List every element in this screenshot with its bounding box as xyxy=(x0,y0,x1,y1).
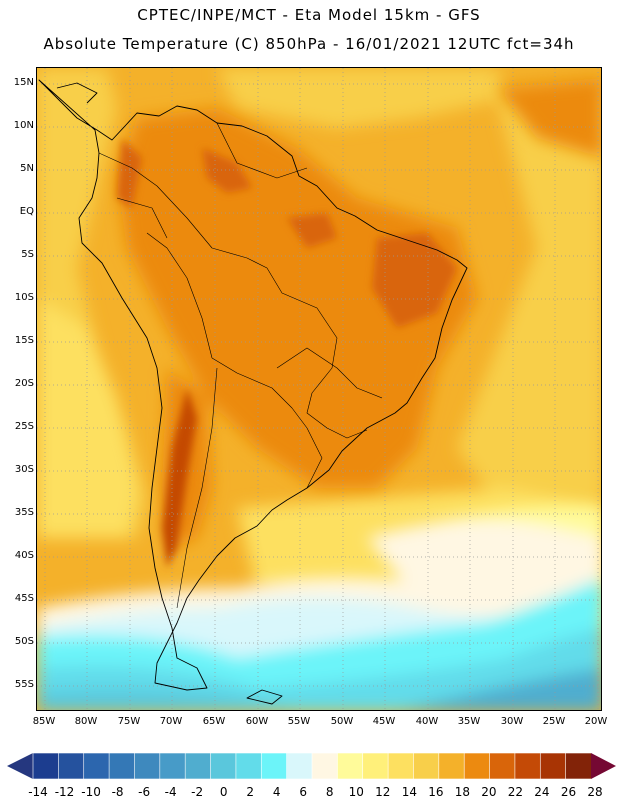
colorbar-box xyxy=(210,752,237,780)
colorbar-label: -10 xyxy=(81,785,101,799)
colorbar-label: 2 xyxy=(246,785,254,799)
lat-label-55s: 55S xyxy=(14,679,34,690)
colorbar-label: 12 xyxy=(375,785,391,799)
colorbar-left-cap xyxy=(7,753,33,779)
border-chile-argentina xyxy=(176,367,218,609)
lat-label-35s: 35S xyxy=(14,507,34,518)
lon-label-60w: 60W xyxy=(245,716,269,727)
map-panel xyxy=(36,67,602,711)
colorbar-box xyxy=(159,752,186,780)
colorbar-label: 20 xyxy=(481,785,497,799)
border-brazil-states xyxy=(276,347,383,399)
colorbar-box xyxy=(184,752,212,780)
colorbar-label: -2 xyxy=(191,785,204,799)
colorbar-label: 18 xyxy=(454,785,471,799)
border-peru-bolivia xyxy=(146,232,213,359)
border-brazil xyxy=(98,152,368,439)
colorbar-box xyxy=(565,752,592,780)
colorbar-label: 22 xyxy=(507,785,524,799)
lat-label-eq: EQ xyxy=(19,206,34,217)
lat-label-15n: 15N xyxy=(13,77,34,88)
colorbar-label: 14 xyxy=(401,785,417,799)
lon-label-35w: 35W xyxy=(457,716,481,727)
colorbar-box xyxy=(438,752,465,780)
temperature-map xyxy=(37,68,601,710)
map-title-line1: CPTEC/INPE/MCT - Eta Model 15km - GFS xyxy=(137,6,481,24)
lon-label-45w: 45W xyxy=(372,716,396,727)
field-hot-ridges xyxy=(117,138,457,568)
colorbar-box xyxy=(108,752,136,780)
colorbar-label: -12 xyxy=(54,785,75,799)
lon-label-70w: 70W xyxy=(159,716,183,727)
lat-label-15s: 15S xyxy=(14,335,34,346)
border-uruguay xyxy=(306,427,323,489)
border-venezuela-guyana xyxy=(216,122,308,179)
lon-label-80w: 80W xyxy=(74,716,98,727)
colorbar-box xyxy=(539,752,567,780)
lat-label-10n: 10N xyxy=(13,120,34,131)
colorbar-label: 4 xyxy=(272,785,281,799)
colorbar-box xyxy=(134,752,161,780)
lon-label-20w: 20W xyxy=(584,716,608,727)
colorbar-box xyxy=(58,752,85,780)
country-borders xyxy=(98,122,383,609)
colorbar-box xyxy=(32,752,60,780)
colorbar-box xyxy=(260,752,288,780)
colorbar-box xyxy=(413,752,440,780)
border-paraguay xyxy=(211,357,308,429)
lon-label-75w: 75W xyxy=(117,716,141,727)
colorbar-label: 10 xyxy=(348,785,364,799)
colorbar-label: 0 xyxy=(219,785,228,799)
south-america-coastline xyxy=(38,79,468,691)
colorbar-label: 8 xyxy=(325,785,334,799)
colorbar-boxes xyxy=(32,752,592,780)
falklands-outline xyxy=(246,689,283,705)
coastlines xyxy=(38,79,468,705)
lon-label-50w: 50W xyxy=(330,716,354,727)
colorbar-box xyxy=(514,752,542,780)
colorbar-label: 6 xyxy=(299,785,308,799)
lat-label-25s: 25S xyxy=(14,421,34,432)
lat-label-20s: 20S xyxy=(14,378,34,389)
lon-label-85w: 85W xyxy=(32,716,56,727)
lat-label-10s: 10S xyxy=(14,292,34,303)
colorbar-box xyxy=(489,752,516,780)
colorbar-box xyxy=(463,752,491,780)
lat-label-50s: 50S xyxy=(14,636,34,647)
lat-label-45s: 45S xyxy=(14,593,34,604)
colorbar-box xyxy=(311,752,339,780)
colorbar-label: -6 xyxy=(138,785,151,799)
lat-label-5s: 5S xyxy=(21,249,34,260)
colorbar-box xyxy=(387,752,415,780)
colorbar-box xyxy=(362,752,389,780)
colorbar-label: -8 xyxy=(111,785,124,799)
lat-label-5n: 5N xyxy=(20,163,34,174)
colorbar-box xyxy=(83,752,110,780)
lon-label-40w: 40W xyxy=(415,716,439,727)
lon-label-30w: 30W xyxy=(500,716,524,727)
colorbar-label: 28 xyxy=(587,785,603,799)
colorbar-box xyxy=(286,752,313,780)
map-title-line2: Absolute Temperature (C) 850hPa - 16/01/… xyxy=(43,35,575,53)
temperature-colorbar xyxy=(7,752,616,780)
lon-label-55w: 55W xyxy=(287,716,311,727)
colorbar-label: 26 xyxy=(560,785,577,799)
colorbar-right-cap xyxy=(591,753,616,779)
lat-label-30s: 30S xyxy=(14,464,34,475)
lon-label-25w: 25W xyxy=(542,716,566,727)
lat-label-40s: 40S xyxy=(14,550,34,561)
colorbar-box xyxy=(235,752,263,780)
colorbar-label: 16 xyxy=(428,785,444,799)
lon-label-65w: 65W xyxy=(202,716,226,727)
colorbar-box xyxy=(337,752,364,780)
colorbar-label: -14 xyxy=(28,785,48,799)
graticule xyxy=(37,68,601,710)
border-colombia-ecuador xyxy=(116,197,168,239)
central-america-coastline xyxy=(56,82,98,104)
field-cool-zones xyxy=(37,506,601,710)
colorbar-label: 24 xyxy=(534,785,550,799)
colorbar-label: -4 xyxy=(164,785,177,799)
